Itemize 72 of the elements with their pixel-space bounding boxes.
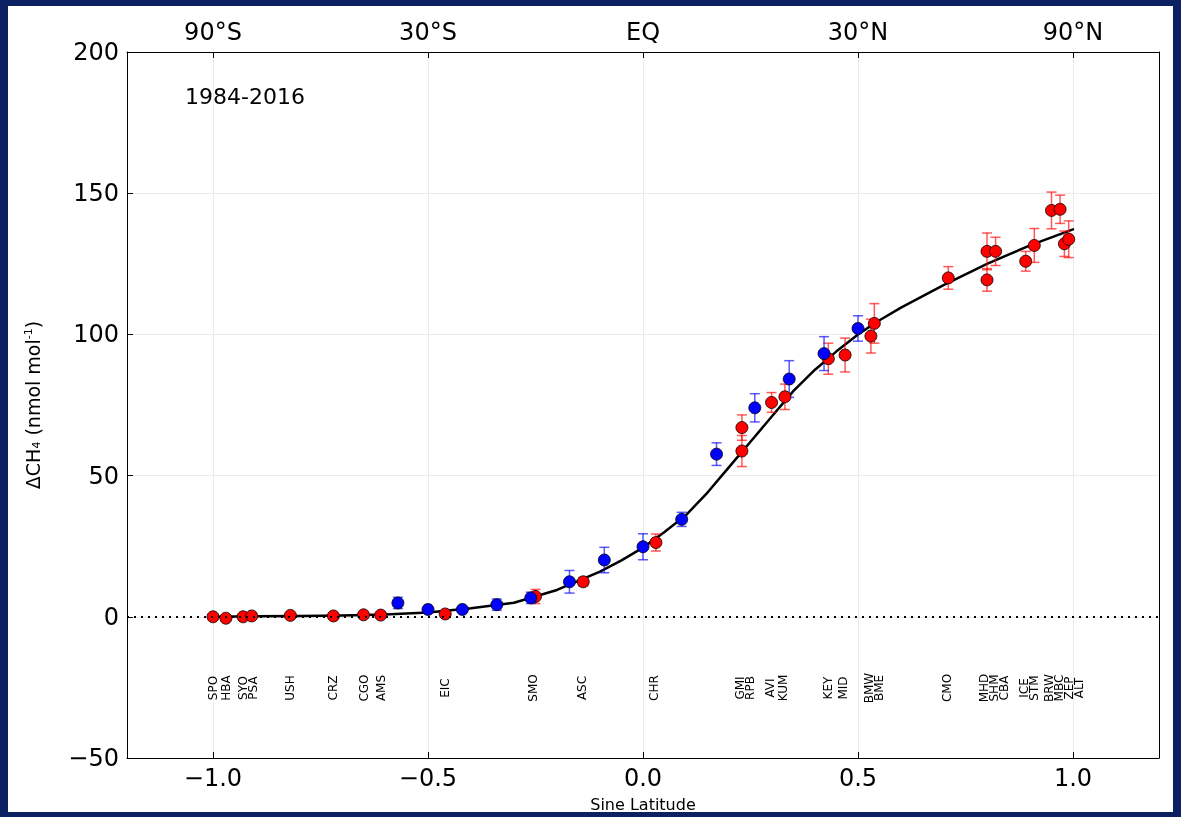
annotation: PSA [246, 675, 261, 700]
y-tick-label: 100 [73, 320, 119, 349]
point [636, 540, 650, 554]
x-axis-title: Sine Latitude [590, 794, 696, 814]
annotation: CBA [997, 674, 1012, 701]
annotation: 1984-2016 [185, 83, 305, 109]
point [735, 421, 749, 434]
y-tick-label: 200 [73, 38, 119, 66]
text: 30°N [827, 18, 889, 46]
annotation: CHR [647, 675, 662, 701]
annotation: HBA [218, 674, 233, 701]
point [838, 348, 852, 362]
point [851, 322, 865, 335]
annotation: RPB [743, 676, 758, 700]
point [1019, 254, 1033, 268]
point [438, 607, 452, 621]
annotation: AMS [373, 674, 388, 702]
annotation: EIC [438, 678, 453, 698]
point [206, 610, 220, 624]
point [735, 444, 749, 458]
point [1053, 202, 1067, 216]
x-tick-label: 0.5 [838, 764, 878, 792]
annotation: BME [871, 674, 886, 702]
point [867, 316, 881, 330]
point [284, 608, 297, 622]
y-tick-label: 0 [103, 602, 119, 631]
annotation: STM [1026, 675, 1041, 701]
point [1027, 239, 1041, 252]
annotation: MID [835, 676, 850, 700]
x-tick-label: −0.5 [398, 764, 458, 792]
point [327, 609, 340, 623]
point [597, 553, 611, 567]
point [941, 271, 955, 285]
annotation: AVI [762, 678, 777, 698]
annotation: USH [283, 675, 298, 701]
x-tick-label: 1.0 [1053, 764, 1093, 792]
point [219, 611, 233, 625]
y-tick-label: 150 [73, 179, 119, 208]
annotation: CMO [939, 673, 954, 703]
point [421, 603, 435, 616]
annotation: SMO [526, 674, 541, 702]
point [374, 608, 388, 622]
y-tick-label: −50 [68, 744, 119, 772]
annotation: SPO [206, 675, 220, 701]
text: EQ [625, 18, 661, 46]
annotation: MBC [1051, 674, 1066, 702]
y-axis-title: ΔCH4 (nmol mol-1) [21, 320, 44, 490]
point [563, 575, 576, 589]
point [710, 447, 723, 461]
annotation: CRZ [326, 675, 341, 701]
text: 90°S [184, 18, 242, 46]
text: 90°N [1042, 18, 1104, 46]
annotation: CGO [356, 674, 371, 702]
point [456, 603, 469, 616]
point [748, 401, 762, 415]
x-tick-label: −1.0 [183, 764, 243, 792]
point [782, 372, 796, 386]
point [245, 609, 259, 623]
point [765, 396, 778, 409]
point [1062, 232, 1076, 246]
x-tick-label: 0.0 [623, 764, 663, 792]
point [357, 608, 370, 622]
annotation: KUM [775, 674, 790, 702]
point [864, 329, 878, 343]
point [817, 347, 831, 360]
annotation: KEY [820, 675, 835, 700]
point [989, 244, 1002, 258]
point [980, 273, 994, 287]
text: 30°S [399, 18, 457, 46]
y-tick-label: 50 [88, 461, 119, 490]
point [778, 390, 792, 404]
annotation: ASC [574, 675, 589, 701]
